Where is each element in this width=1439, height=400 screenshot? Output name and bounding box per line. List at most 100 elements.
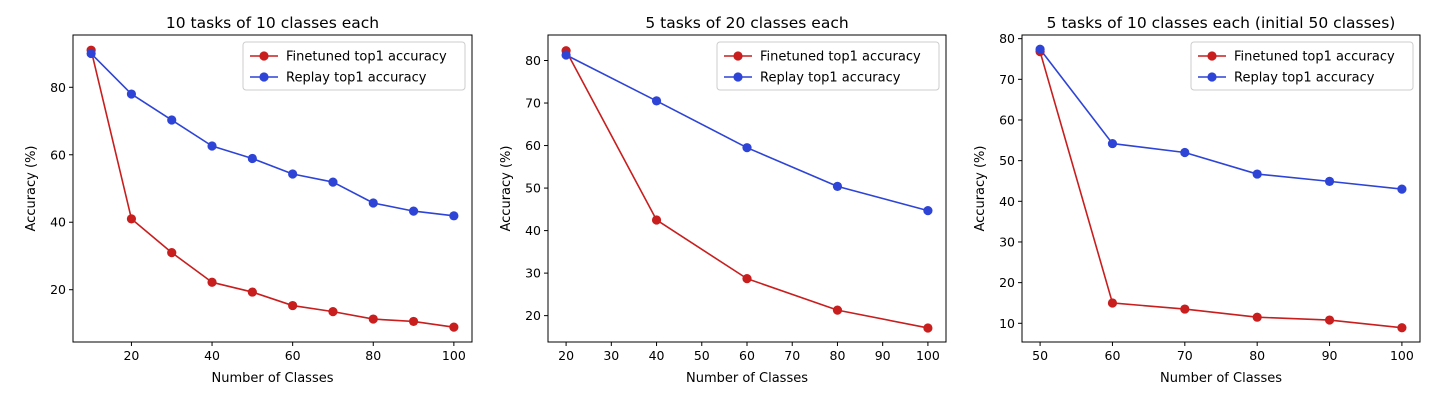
legend-entry-label: Replay top1 accuracy [760,71,901,86]
y-tick-label: 80 [525,53,541,68]
data-point-replay [1252,169,1262,179]
x-tick-label: 80 [1249,348,1265,363]
y-tick-label: 80 [50,80,66,95]
y-tick-label: 70 [999,72,1015,87]
chart-title: 5 tasks of 20 classes each [645,14,848,32]
series-line-replay [90,52,454,217]
data-point-replay [1180,147,1190,158]
legend-marker-swatch [1207,72,1217,82]
data-point-replay [328,177,338,187]
data-point-finetuned [651,215,662,225]
x-tick-label: 40 [649,348,665,363]
data-point-replay [1324,176,1335,186]
y-tick-label: 50 [999,153,1015,168]
data-point-finetuned [1324,315,1335,325]
x-tick-label: 30 [603,348,619,363]
y-tick-label: 20 [525,308,541,323]
x-tick-label: 20 [123,348,139,363]
data-point-replay [449,211,459,221]
data-point-finetuned [742,274,752,284]
data-point-finetuned [832,305,843,315]
series-line-finetuned [565,50,929,329]
chart-title: 5 tasks of 10 classes each (initial 50 c… [1047,14,1396,32]
y-tick-label: 40 [50,215,66,230]
data-point-replay [167,115,177,125]
data-point-replay [923,206,933,216]
data-point-finetuned [408,316,419,327]
legend-entry-label: Finetuned top1 accuracy [286,50,447,65]
legend-box [242,41,466,91]
x-tick-label: 40 [204,348,220,363]
x-tick-label: 50 [694,348,710,363]
data-point-finetuned [126,214,137,224]
data-point-finetuned [1397,323,1407,333]
y-tick-label: 40 [525,223,541,238]
legend-box [1190,41,1414,91]
y-tick-label: 20 [50,282,66,297]
y-tick-label: 10 [999,316,1015,331]
y-axis-label: Accuracy (%) [24,146,39,232]
data-point-replay [207,141,217,151]
data-point-replay [651,96,662,106]
x-tick-label: 100 [1390,348,1414,363]
x-axis-label: Number of Classes [686,371,808,386]
y-tick-label: 20 [999,275,1015,290]
series-line-finetuned [1039,51,1402,329]
data-point-replay [742,143,752,153]
y-tick-label: 80 [999,31,1015,46]
x-tick-label: 50 [1032,348,1048,363]
legend-marker-swatch [733,51,743,61]
x-tick-label: 60 [1105,348,1121,363]
data-point-finetuned [449,322,459,332]
x-tick-label: 80 [365,348,381,363]
y-tick-label: 40 [999,194,1015,209]
data-point-finetuned [368,314,378,324]
legend-box [716,41,940,91]
data-point-finetuned [1180,304,1190,314]
data-point-replay [1397,184,1407,194]
x-tick-label: 70 [784,348,800,363]
y-tick-label: 30 [999,234,1015,249]
data-point-replay [1035,44,1045,54]
plot-frame [72,34,473,343]
data-point-finetuned [923,323,933,333]
x-tick-label: 60 [285,348,301,363]
legend-entry-label: Finetuned top1 accuracy [760,50,921,65]
data-point-finetuned [1107,298,1118,308]
data-point-finetuned [247,287,257,297]
x-axis-label: Number of Classes [212,371,334,386]
legend-entry-label: Replay top1 accuracy [1234,71,1375,86]
data-point-finetuned [167,247,177,258]
x-axis-label: Number of Classes [1160,371,1282,386]
x-tick-label: 100 [442,348,466,363]
data-point-replay [368,198,378,208]
x-tick-label: 20 [558,348,574,363]
y-tick-label: 60 [50,147,66,162]
x-tick-label: 100 [916,348,940,363]
data-point-finetuned [207,277,217,287]
data-point-replay [86,48,96,59]
y-tick-label: 60 [525,138,541,153]
legend-entry-label: Replay top1 accuracy [286,71,427,86]
data-point-finetuned [288,300,298,311]
legend-marker-swatch [259,72,269,82]
plot-frame [1021,34,1421,343]
x-tick-label: 80 [830,348,846,363]
y-tick-label: 30 [525,266,541,281]
series-line-replay [1039,48,1402,190]
x-tick-label: 60 [739,348,755,363]
x-tick-label: 90 [875,348,891,363]
data-point-replay [247,153,257,164]
data-point-replay [408,206,419,216]
x-tick-label: 70 [1177,348,1193,363]
chart-panel-1: 10 tasks of 10 classes each 20 40 60 80 100 20… [24,14,473,386]
y-tick-label: 60 [999,112,1015,127]
series-line-finetuned [90,49,454,328]
x-tick-label: 90 [1322,348,1338,363]
data-point-replay [288,169,298,179]
legend-marker-swatch [1207,51,1217,61]
data-point-finetuned [328,307,338,317]
y-axis-label: Accuracy (%) [973,146,988,232]
